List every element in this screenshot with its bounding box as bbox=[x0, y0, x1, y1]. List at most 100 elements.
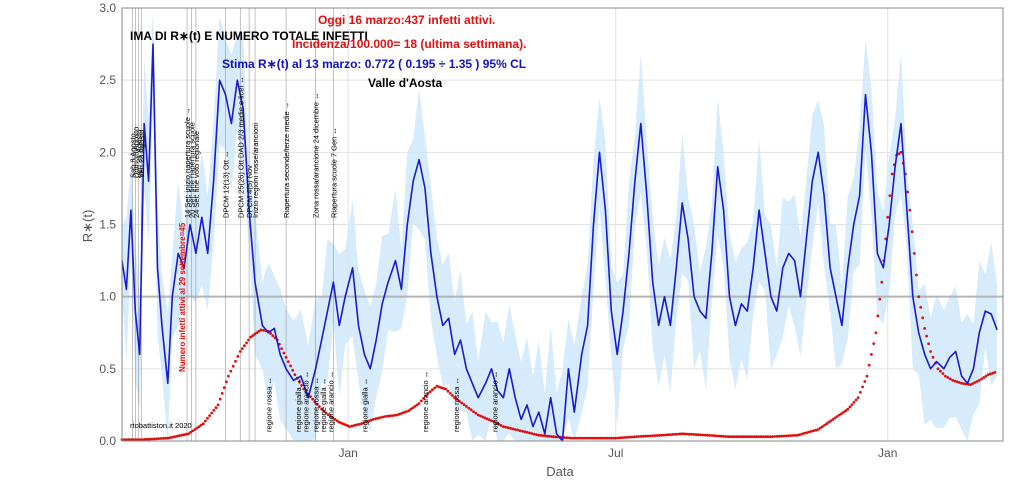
infetti-point bbox=[818, 426, 822, 430]
infetti-point bbox=[929, 350, 932, 353]
infetti-point bbox=[673, 432, 677, 436]
rotated-note: Numero infetti attivi al 29 settembre=45 bbox=[178, 222, 187, 372]
infetti-point bbox=[492, 420, 496, 424]
infetti-point bbox=[565, 436, 569, 440]
infetti-point bbox=[750, 435, 754, 439]
infetti-point bbox=[298, 380, 301, 384]
infetti-point bbox=[754, 435, 758, 439]
infetti-point bbox=[317, 405, 321, 409]
series-line-rt bbox=[121, 43, 998, 442]
infetti-point bbox=[676, 432, 679, 436]
infetti-point bbox=[798, 433, 802, 436]
infetti-point bbox=[197, 425, 201, 428]
event-label: Dom 16 Agosto bbox=[131, 127, 140, 178]
infetti-point bbox=[921, 316, 925, 320]
infetti-point bbox=[800, 432, 804, 436]
infetti-point bbox=[552, 435, 555, 439]
infetti-point bbox=[374, 417, 378, 421]
infetti-point bbox=[757, 435, 760, 439]
infetti-point bbox=[984, 374, 988, 378]
infetti-point bbox=[764, 435, 767, 439]
infetti-point bbox=[621, 436, 624, 439]
infetti-point bbox=[953, 379, 957, 383]
infetti-point bbox=[376, 416, 380, 420]
subtitle-incidence: Incidenza/100.000= 18 (ultima settimana)… bbox=[292, 37, 526, 51]
infetti-point bbox=[623, 436, 627, 439]
infetti-point bbox=[245, 341, 248, 345]
infetti-point bbox=[490, 419, 493, 423]
infetti-point bbox=[599, 436, 603, 440]
zone-label: regione gialla ↔ bbox=[319, 378, 328, 432]
infetti-point bbox=[193, 428, 197, 431]
infetti-point bbox=[766, 435, 770, 439]
infetti-point bbox=[948, 377, 952, 381]
infetti-point bbox=[446, 389, 450, 393]
infetti-point bbox=[236, 355, 240, 358]
infetti-point bbox=[939, 369, 942, 373]
infetti-point bbox=[467, 406, 471, 410]
zone-label: regione rossa ↔ bbox=[312, 377, 321, 432]
infetti-point bbox=[251, 334, 255, 337]
infetti-point bbox=[973, 381, 977, 384]
zone-label: regione gialla ↔ bbox=[360, 378, 369, 432]
infetti-point bbox=[411, 406, 415, 410]
infetti-point bbox=[919, 305, 923, 309]
infetti-point bbox=[548, 434, 551, 438]
infetti-point bbox=[289, 364, 292, 368]
infetti-point bbox=[344, 423, 347, 427]
infetti-point bbox=[728, 435, 732, 439]
infetti-point bbox=[329, 415, 332, 418]
infetti-point bbox=[159, 437, 163, 440]
infetti-point bbox=[680, 432, 684, 436]
series-infetti-attivi bbox=[120, 150, 997, 441]
zone-label: regione arancio ↔ bbox=[421, 371, 430, 432]
infetti-point bbox=[509, 426, 512, 430]
y-tick-label: 3.0 bbox=[99, 1, 116, 15]
infetti-point bbox=[494, 421, 498, 425]
infetti-point bbox=[563, 436, 567, 439]
infetti-point bbox=[662, 433, 666, 437]
infetti-point bbox=[257, 329, 261, 333]
infetti-point bbox=[844, 409, 848, 413]
y-tick-label: 1.0 bbox=[99, 290, 116, 304]
infetti-point bbox=[637, 435, 641, 438]
infetti-point bbox=[311, 397, 315, 401]
infetti-point bbox=[353, 424, 356, 427]
infetti-point bbox=[348, 425, 351, 428]
infetti-point bbox=[831, 418, 835, 421]
infetti-point bbox=[809, 430, 813, 433]
infetti-point bbox=[315, 402, 319, 406]
infetti-point bbox=[592, 436, 596, 440]
infetti-point bbox=[259, 328, 263, 332]
infetti-point bbox=[357, 422, 361, 426]
infetti-point bbox=[433, 386, 436, 390]
infetti-point bbox=[518, 429, 522, 432]
infetti-point bbox=[671, 433, 675, 436]
infetti-point bbox=[717, 434, 721, 438]
infetti-point bbox=[386, 414, 389, 418]
infetti-point bbox=[309, 395, 312, 398]
infetti-point bbox=[863, 380, 867, 383]
infetti-point bbox=[210, 411, 214, 415]
infetti-point bbox=[462, 403, 466, 406]
infetti-point bbox=[152, 437, 156, 441]
infetti-point bbox=[833, 416, 837, 420]
infetti-point bbox=[465, 405, 468, 408]
infetti-point bbox=[413, 405, 417, 408]
infetti-point bbox=[590, 436, 594, 440]
infetti-point bbox=[687, 432, 691, 436]
infetti-point bbox=[782, 434, 786, 438]
infetti-point bbox=[628, 435, 631, 439]
y-tick-label: 2.5 bbox=[99, 73, 116, 87]
infetti-point bbox=[854, 398, 858, 402]
infetti-point bbox=[206, 416, 209, 420]
infetti-point bbox=[337, 420, 341, 424]
infetti-point bbox=[612, 436, 615, 440]
infetti-point bbox=[616, 436, 620, 440]
infetti-point bbox=[807, 430, 811, 434]
infetti-point bbox=[625, 435, 629, 439]
infetti-point bbox=[731, 435, 734, 439]
infetti-point bbox=[775, 435, 779, 438]
infetti-point bbox=[837, 413, 841, 417]
